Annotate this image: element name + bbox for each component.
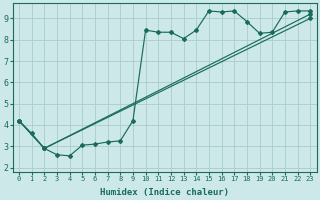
X-axis label: Humidex (Indice chaleur): Humidex (Indice chaleur) xyxy=(100,188,229,197)
